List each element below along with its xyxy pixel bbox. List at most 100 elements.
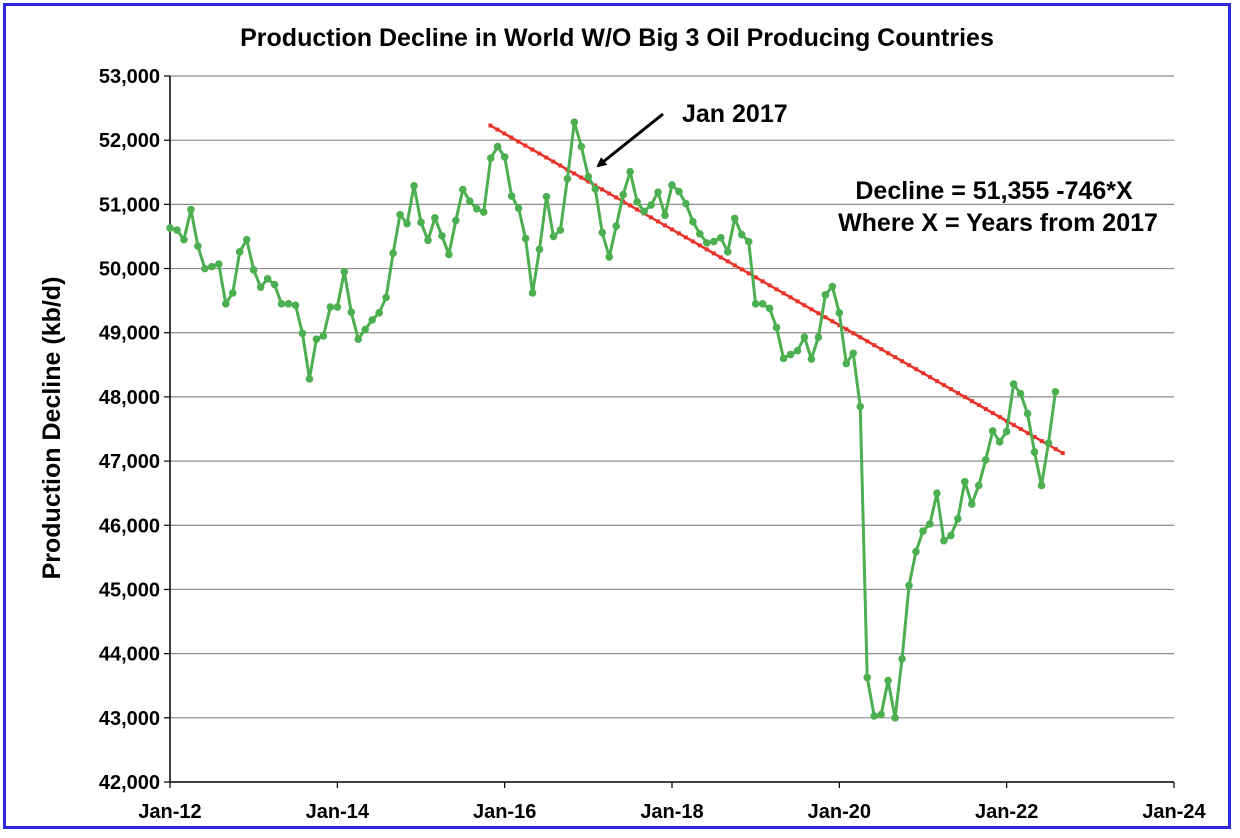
data-point xyxy=(737,230,746,239)
data-point xyxy=(256,283,265,291)
data-point xyxy=(577,142,586,151)
data-point xyxy=(1002,427,1011,436)
data-point xyxy=(389,249,397,257)
x-tick-label: Jan-18 xyxy=(640,801,703,823)
data-point xyxy=(870,712,878,720)
data-point xyxy=(591,185,600,193)
annotation-arrow xyxy=(596,112,664,168)
trend-point xyxy=(530,147,535,152)
data-point xyxy=(312,335,321,343)
trend-point xyxy=(865,339,870,344)
data-point xyxy=(201,264,209,273)
y-tick-label: 44,000 xyxy=(99,644,160,666)
trend-point xyxy=(607,191,612,196)
trend-point xyxy=(551,159,556,164)
trend-point xyxy=(823,315,828,320)
data-point xyxy=(361,325,370,334)
trend-point xyxy=(774,287,779,292)
data-point xyxy=(166,224,174,232)
x-tick-label: Jan-16 xyxy=(473,801,536,823)
data-point xyxy=(835,309,844,317)
trend-point xyxy=(781,291,786,296)
data-point xyxy=(319,332,328,340)
data-point xyxy=(333,303,342,311)
trend-line xyxy=(488,123,1065,456)
data-point xyxy=(912,547,920,556)
trend-point xyxy=(683,235,688,240)
trend-point xyxy=(851,331,856,336)
data-point xyxy=(661,211,669,220)
trend-point xyxy=(1018,427,1023,432)
y-tick-label: 52,000 xyxy=(99,130,160,152)
data-point xyxy=(828,282,837,291)
data-point xyxy=(472,205,481,213)
data-point xyxy=(696,230,704,238)
y-tick-label: 47,000 xyxy=(99,451,160,473)
data-point xyxy=(947,531,955,540)
data-point xyxy=(584,172,593,181)
data-point xyxy=(493,142,502,151)
data-point xyxy=(723,248,732,256)
data-point xyxy=(291,301,300,309)
trend-point xyxy=(795,299,800,304)
trend-point xyxy=(495,127,500,132)
trend-point xyxy=(614,195,619,200)
trend-point xyxy=(886,351,891,356)
data-point xyxy=(926,520,934,528)
trend-point xyxy=(928,375,933,380)
x-tick-label: Jan-22 xyxy=(975,801,1038,823)
data-point xyxy=(438,232,446,240)
data-point xyxy=(375,309,383,317)
trend-point xyxy=(690,239,695,244)
trend-point xyxy=(523,143,528,148)
trend-point xyxy=(655,219,660,224)
data-point xyxy=(640,207,648,216)
x-tick-label: Jan-12 xyxy=(138,801,201,823)
trend-point xyxy=(725,259,730,264)
data-point xyxy=(1037,481,1046,490)
data-point xyxy=(772,323,781,332)
y-tick-label: 51,000 xyxy=(99,194,160,216)
data-point xyxy=(1009,380,1018,388)
trend-point xyxy=(983,407,988,412)
data-point xyxy=(807,355,816,363)
data-point xyxy=(347,308,356,316)
trend-point xyxy=(1011,423,1016,428)
data-point xyxy=(396,210,404,219)
y-tick-label: 42,000 xyxy=(99,772,160,794)
data-point xyxy=(898,654,906,663)
data-point xyxy=(647,201,655,209)
data-point xyxy=(716,233,725,242)
trend-point xyxy=(509,135,514,140)
data-point xyxy=(995,438,1004,446)
data-point xyxy=(744,237,753,246)
data-point xyxy=(682,199,690,208)
data-point xyxy=(710,237,718,246)
data-point xyxy=(954,515,962,523)
y-axis-ticks: 42,000 43,000 44,000 45,000 46,000 47,000 48,0… xyxy=(99,66,170,794)
trend-point xyxy=(963,395,968,400)
data-point xyxy=(465,197,474,205)
data-point xyxy=(228,289,237,297)
data-point xyxy=(563,174,572,183)
chart-title: Production Decline in World W/O Big 3 Oi… xyxy=(240,24,994,52)
trend-point xyxy=(732,263,737,268)
trend-point xyxy=(969,399,974,404)
data-point xyxy=(626,167,634,176)
trend-point xyxy=(648,215,653,220)
trend-point xyxy=(676,231,681,236)
data-point xyxy=(242,235,251,244)
data-point xyxy=(542,192,551,201)
data-point xyxy=(556,226,565,234)
data-point xyxy=(173,226,181,234)
trend-point xyxy=(628,203,633,208)
trend-point xyxy=(537,151,542,156)
data-point xyxy=(298,329,307,338)
trend-point xyxy=(586,179,591,184)
data-point xyxy=(730,214,739,223)
data-point xyxy=(479,208,488,216)
data-point xyxy=(1051,387,1060,396)
data-point xyxy=(521,234,530,243)
decline-note: Where X = Years from 2017 xyxy=(838,209,1158,237)
